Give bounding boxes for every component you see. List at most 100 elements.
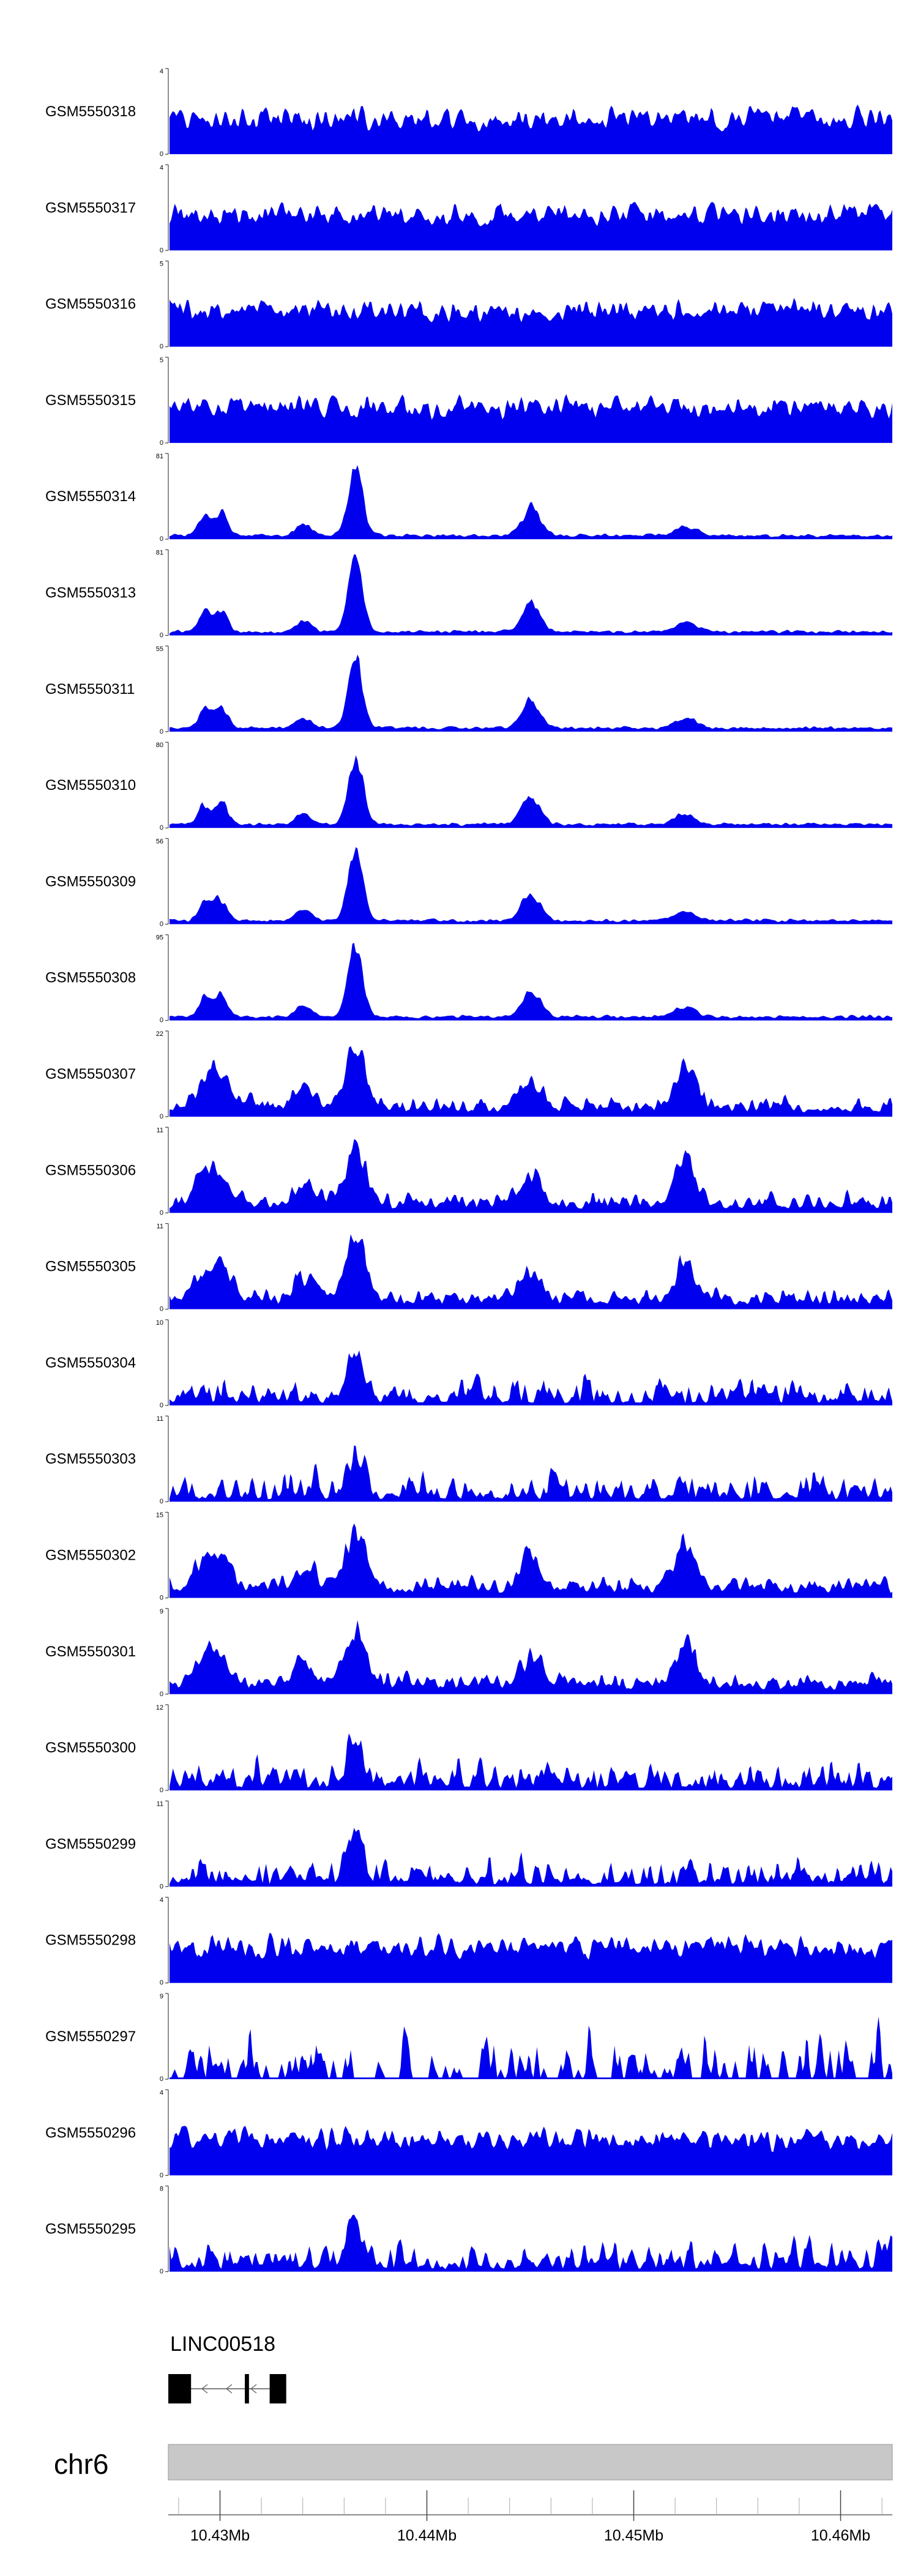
track-GSM5550307: GSM5550307 22 0 bbox=[45, 1030, 892, 1120]
track-ymax-label: 56 bbox=[156, 838, 163, 845]
track-label: GSM5550299 bbox=[45, 1836, 136, 1852]
track-label: GSM5550303 bbox=[45, 1451, 136, 1467]
track-label: GSM5550298 bbox=[45, 1932, 136, 1949]
track-ymax-label: 5 bbox=[160, 261, 163, 268]
track-ymin-label: 0 bbox=[160, 535, 163, 543]
track-label: GSM5550296 bbox=[45, 2124, 136, 2141]
track-signal-area bbox=[170, 1234, 892, 1309]
track-signal-area bbox=[170, 2214, 892, 2272]
track-ymin-label: 0 bbox=[160, 1595, 163, 1602]
track-label: GSM5550301 bbox=[45, 1644, 136, 1660]
track-ymax-label: 12 bbox=[156, 1704, 163, 1711]
track-ymin-label: 0 bbox=[160, 2075, 163, 2083]
track-GSM5550301: GSM5550301 9 0 bbox=[45, 1608, 892, 1698]
track-label: GSM5550311 bbox=[45, 681, 135, 698]
track-ymin-label: 0 bbox=[160, 1691, 163, 1698]
track-signal-area bbox=[170, 847, 892, 925]
track-ymax-label: 4 bbox=[160, 1897, 163, 1904]
track-GSM5550310: GSM5550310 80 0 bbox=[45, 742, 892, 832]
track-GSM5550318: GSM5550318 4 0 bbox=[45, 68, 892, 158]
genome-axis: 10.43Mb 10.44Mb 10.45Mb 10.46Mb bbox=[168, 2490, 892, 2544]
track-ymin-label: 0 bbox=[160, 824, 163, 832]
track-GSM5550300: GSM5550300 12 0 bbox=[45, 1704, 892, 1794]
track-GSM5550306: GSM5550306 11 0 bbox=[45, 1126, 892, 1216]
track-label: GSM5550316 bbox=[45, 296, 136, 313]
track-ymax-label: 8 bbox=[160, 2186, 163, 2193]
chromosome-bar bbox=[168, 2444, 893, 2481]
track-GSM5550297: GSM5550297 9 0 bbox=[45, 1993, 892, 2083]
track-ymin-label: 0 bbox=[160, 1306, 163, 1313]
track-ymax-label: 4 bbox=[160, 2089, 163, 2096]
track-GSM5550295: GSM5550295 8 0 bbox=[45, 2186, 892, 2276]
signal-tracks: GSM555031840GSM555031740GSM555031650GSM5… bbox=[45, 68, 892, 2276]
track-label: GSM5550310 bbox=[45, 777, 136, 794]
track-label: GSM5550313 bbox=[45, 585, 136, 601]
track-GSM5550313: GSM5550313 81 0 bbox=[45, 549, 892, 639]
track-signal-area bbox=[170, 1733, 892, 1791]
track-signal-area bbox=[170, 654, 892, 732]
track-ymin-label: 0 bbox=[160, 1402, 163, 1409]
gene-exon bbox=[245, 2374, 249, 2403]
track-GSM5550304: GSM5550304 10 0 bbox=[45, 1319, 892, 1409]
track-label: GSM5550300 bbox=[45, 1740, 136, 1756]
track-label: GSM5550305 bbox=[45, 1259, 136, 1275]
gene-track: LINC00518 bbox=[168, 2332, 286, 2403]
track-GSM5550314: GSM5550314 81 0 bbox=[45, 453, 892, 543]
track-signal-area bbox=[170, 297, 892, 347]
x-tick-label: 10.46Mb bbox=[811, 2527, 870, 2544]
track-ymax-label: 11 bbox=[157, 1126, 163, 1134]
track-GSM5550302: GSM5550302 15 0 bbox=[45, 1512, 892, 1602]
track-signal-area bbox=[170, 2016, 892, 2079]
track-GSM5550303: GSM5550303 11 0 bbox=[45, 1415, 892, 1505]
track-ymax-label: 22 bbox=[156, 1030, 163, 1038]
track-ymin-label: 0 bbox=[160, 728, 163, 735]
track-label: GSM5550297 bbox=[45, 2028, 136, 2045]
track-ymin-label: 0 bbox=[160, 1787, 163, 1794]
track-GSM5550299: GSM5550299 11 0 bbox=[45, 1800, 892, 1890]
track-signal-area bbox=[170, 1523, 892, 1598]
track-ymax-label: 5 bbox=[160, 357, 163, 364]
track-ymax-label: 9 bbox=[160, 1608, 163, 1615]
track-signal-area bbox=[170, 1828, 892, 1887]
track-signal-area bbox=[170, 1139, 892, 1213]
gene-exon bbox=[168, 2374, 192, 2403]
track-ymax-label: 10 bbox=[156, 1319, 163, 1327]
track-ymin-label: 0 bbox=[160, 1979, 163, 1987]
track-label: GSM5550295 bbox=[45, 2221, 136, 2238]
track-label: GSM5550315 bbox=[45, 392, 136, 409]
gene-strand-arrows bbox=[201, 2384, 257, 2394]
track-ymin-label: 0 bbox=[160, 920, 163, 928]
track-signal-area bbox=[170, 1620, 892, 1694]
strand-arrow bbox=[225, 2384, 233, 2394]
strand-arrow bbox=[201, 2384, 208, 2394]
track-label: GSM5550306 bbox=[45, 1162, 136, 1178]
track-label: GSM5550304 bbox=[45, 1355, 136, 1371]
track-label: GSM5550308 bbox=[45, 970, 136, 986]
track-ymin-label: 0 bbox=[160, 439, 163, 447]
track-signal-area bbox=[170, 394, 892, 443]
track-GSM5550298: GSM5550298 4 0 bbox=[45, 1897, 892, 1987]
track-ymin-label: 0 bbox=[160, 1498, 163, 1505]
track-ymin-label: 0 bbox=[160, 1017, 163, 1024]
strand-arrow bbox=[250, 2384, 257, 2394]
track-ymax-label: 4 bbox=[160, 68, 163, 75]
chromosome-label: chr6 bbox=[54, 2448, 108, 2480]
track-signal-area bbox=[170, 1350, 892, 1405]
track-ymax-label: 15 bbox=[156, 1512, 163, 1519]
track-ymax-label: 80 bbox=[156, 742, 163, 749]
chromosome-ideogram: chr6 bbox=[54, 2444, 893, 2481]
track-ymin-label: 0 bbox=[160, 343, 163, 351]
x-tick-label: 10.43Mb bbox=[190, 2527, 250, 2544]
track-signal-area bbox=[170, 2126, 892, 2176]
track-ymax-label: 81 bbox=[156, 453, 163, 460]
track-ymax-label: 95 bbox=[156, 934, 163, 942]
track-ymin-label: 0 bbox=[160, 1209, 163, 1216]
track-ymin-label: 0 bbox=[160, 151, 163, 158]
track-label: GSM5550318 bbox=[45, 103, 136, 120]
track-signal-area bbox=[170, 1445, 892, 1502]
track-ymax-label: 9 bbox=[160, 1993, 163, 2000]
track-ymax-label: 11 bbox=[157, 1415, 163, 1423]
track-signal-area bbox=[170, 465, 892, 540]
track-GSM5550316: GSM5550316 5 0 bbox=[45, 261, 892, 351]
